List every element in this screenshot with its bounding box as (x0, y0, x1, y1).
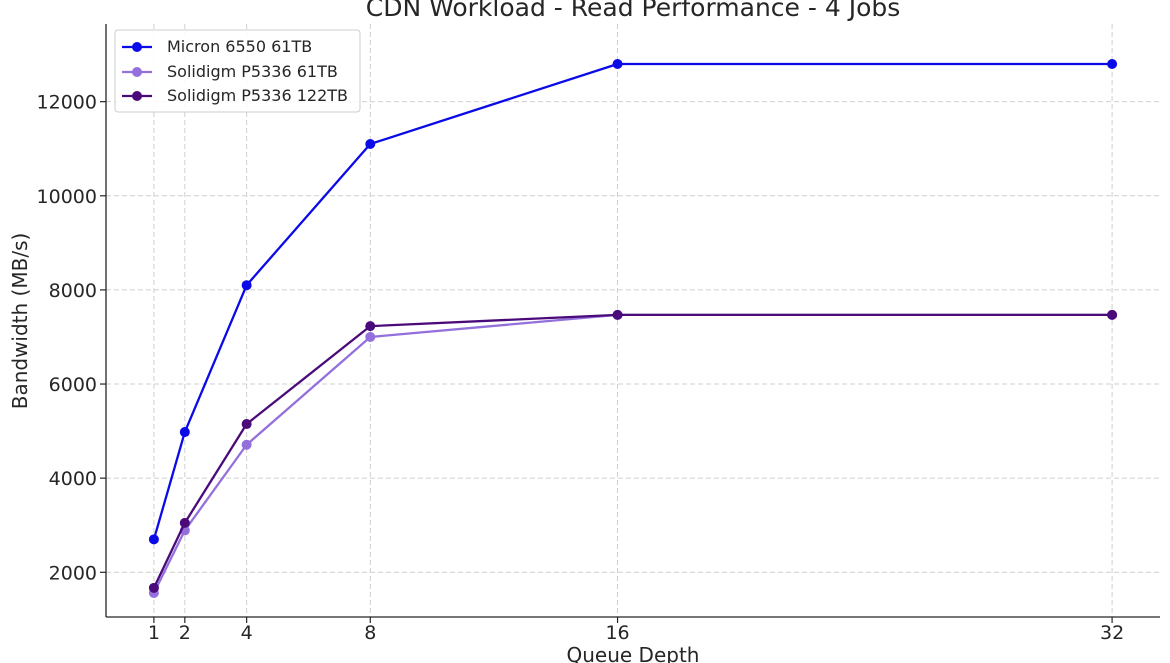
y-axis-label: Bandwidth (MB/s) (8, 233, 32, 410)
legend-entry-solidigm-61tb: Solidigm P5336 61TB (122, 62, 338, 81)
legend-entry-solidigm-122tb: Solidigm P5336 122TB (122, 86, 348, 105)
x-ticks: 1 2 4 8 16 32 (148, 617, 1124, 644)
legend-marker-solidigm-61tb (132, 67, 142, 77)
data-point (148, 534, 159, 545)
y-tick-label: 4000 (49, 468, 97, 490)
legend-label-micron: Micron 6550 61TB (167, 37, 312, 56)
data-point (148, 582, 159, 593)
y-tick-label: 6000 (49, 374, 97, 396)
series-line (152, 313, 1113, 594)
legend-frame (114, 29, 361, 113)
x-tick-label: 1 (148, 622, 160, 644)
y-tick-label: 12000 (37, 92, 97, 114)
y-tick-label: 2000 (49, 562, 97, 584)
data-point (241, 439, 252, 450)
data-point (612, 59, 623, 70)
legend-label-solidigm-122tb: Solidigm P5336 122TB (167, 86, 348, 105)
x-tick-label: 16 (605, 622, 629, 644)
series-line (152, 62, 1113, 540)
series-solidigm-p5336-61tb (148, 309, 1118, 598)
x-tick-label: 2 (179, 622, 191, 644)
data-point (179, 427, 190, 438)
x-tick-label: 4 (241, 622, 253, 644)
data-point (365, 321, 376, 332)
data-point (1107, 59, 1118, 70)
series-line (152, 313, 1113, 589)
grid (106, 24, 1160, 617)
chart-title: CDN Workload - Read Performance - 4 Jobs (366, 0, 901, 22)
series-micron-6550-61tb (148, 59, 1118, 545)
data-point (365, 331, 376, 342)
data-point (1107, 309, 1118, 320)
series-solidigm-p5336-122tb (148, 309, 1118, 593)
y-tick-label: 10000 (37, 186, 97, 208)
data-point (612, 309, 623, 320)
legend-entry-micron: Micron 6550 61TB (122, 37, 312, 56)
legend: Micron 6550 61TB Solidigm P5336 61TB Sol… (114, 29, 361, 113)
legend-marker-solidigm-122tb (132, 91, 142, 101)
series (148, 59, 1118, 598)
x-axis-label: Queue Depth (567, 643, 700, 663)
data-point (179, 517, 190, 528)
y-ticks: 2000 4000 6000 8000 10000 12000 (37, 92, 106, 584)
y-tick-label: 8000 (49, 280, 97, 302)
x-tick-label: 8 (364, 622, 376, 644)
axes (105, 24, 1160, 618)
data-point (241, 280, 252, 291)
legend-marker-micron (132, 42, 142, 52)
data-point (241, 419, 252, 430)
legend-label-solidigm-61tb: Solidigm P5336 61TB (167, 62, 338, 81)
x-tick-label: 32 (1100, 622, 1124, 644)
data-point (365, 139, 376, 150)
